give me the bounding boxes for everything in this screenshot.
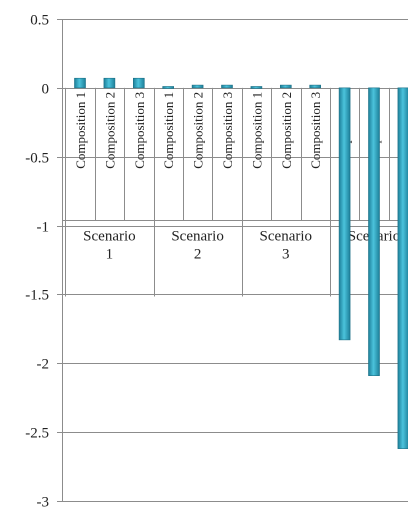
y-tick-label: -1 (37, 220, 50, 236)
group-label: Scenario 2 (171, 229, 223, 263)
y-tick-label: -3 (37, 495, 50, 507)
y-tick-label: -2 (37, 357, 50, 373)
category-label: Composition 1 (161, 92, 176, 169)
category-label: Composition 2 (191, 92, 206, 169)
category-label: Composition 1 (73, 92, 88, 169)
bar (338, 87, 351, 341)
bar (133, 77, 145, 89)
category-label: Composition 3 (132, 92, 147, 169)
gridlines (62, 19, 408, 502)
bar (162, 86, 174, 89)
bar (279, 84, 292, 89)
category-label: Composition 3 (308, 92, 323, 169)
bar (368, 87, 380, 376)
y-tick-label: -2.5 (25, 426, 49, 442)
y-tick-label: -0.5 (25, 151, 49, 167)
category-label: Composition 3 (220, 92, 235, 169)
bar (74, 77, 86, 89)
bar (103, 77, 116, 89)
y-tick-label: -1.5 (25, 288, 49, 304)
y-tick-label: 0.5 (30, 13, 49, 29)
bars (74, 77, 408, 449)
bar (191, 84, 204, 89)
category-axis: Composition 1 Composition 2 Composition 3 C… (62, 87, 408, 297)
group-label: Scenario 3 (260, 229, 312, 263)
category-label: Composition 2 (279, 92, 294, 169)
group-label: Scenario 1 (83, 229, 135, 263)
bar (221, 84, 233, 89)
category-label: Composition 2 (102, 92, 117, 169)
category-label: Composition 1 (249, 92, 264, 169)
bar (397, 87, 408, 449)
y-axis: 0.5 0 -0.5 -1 -1.5 -2 -2.5 -3 (25, 13, 63, 507)
bar (250, 86, 263, 89)
y-tick-label: 0 (42, 82, 50, 98)
bar (309, 84, 322, 89)
